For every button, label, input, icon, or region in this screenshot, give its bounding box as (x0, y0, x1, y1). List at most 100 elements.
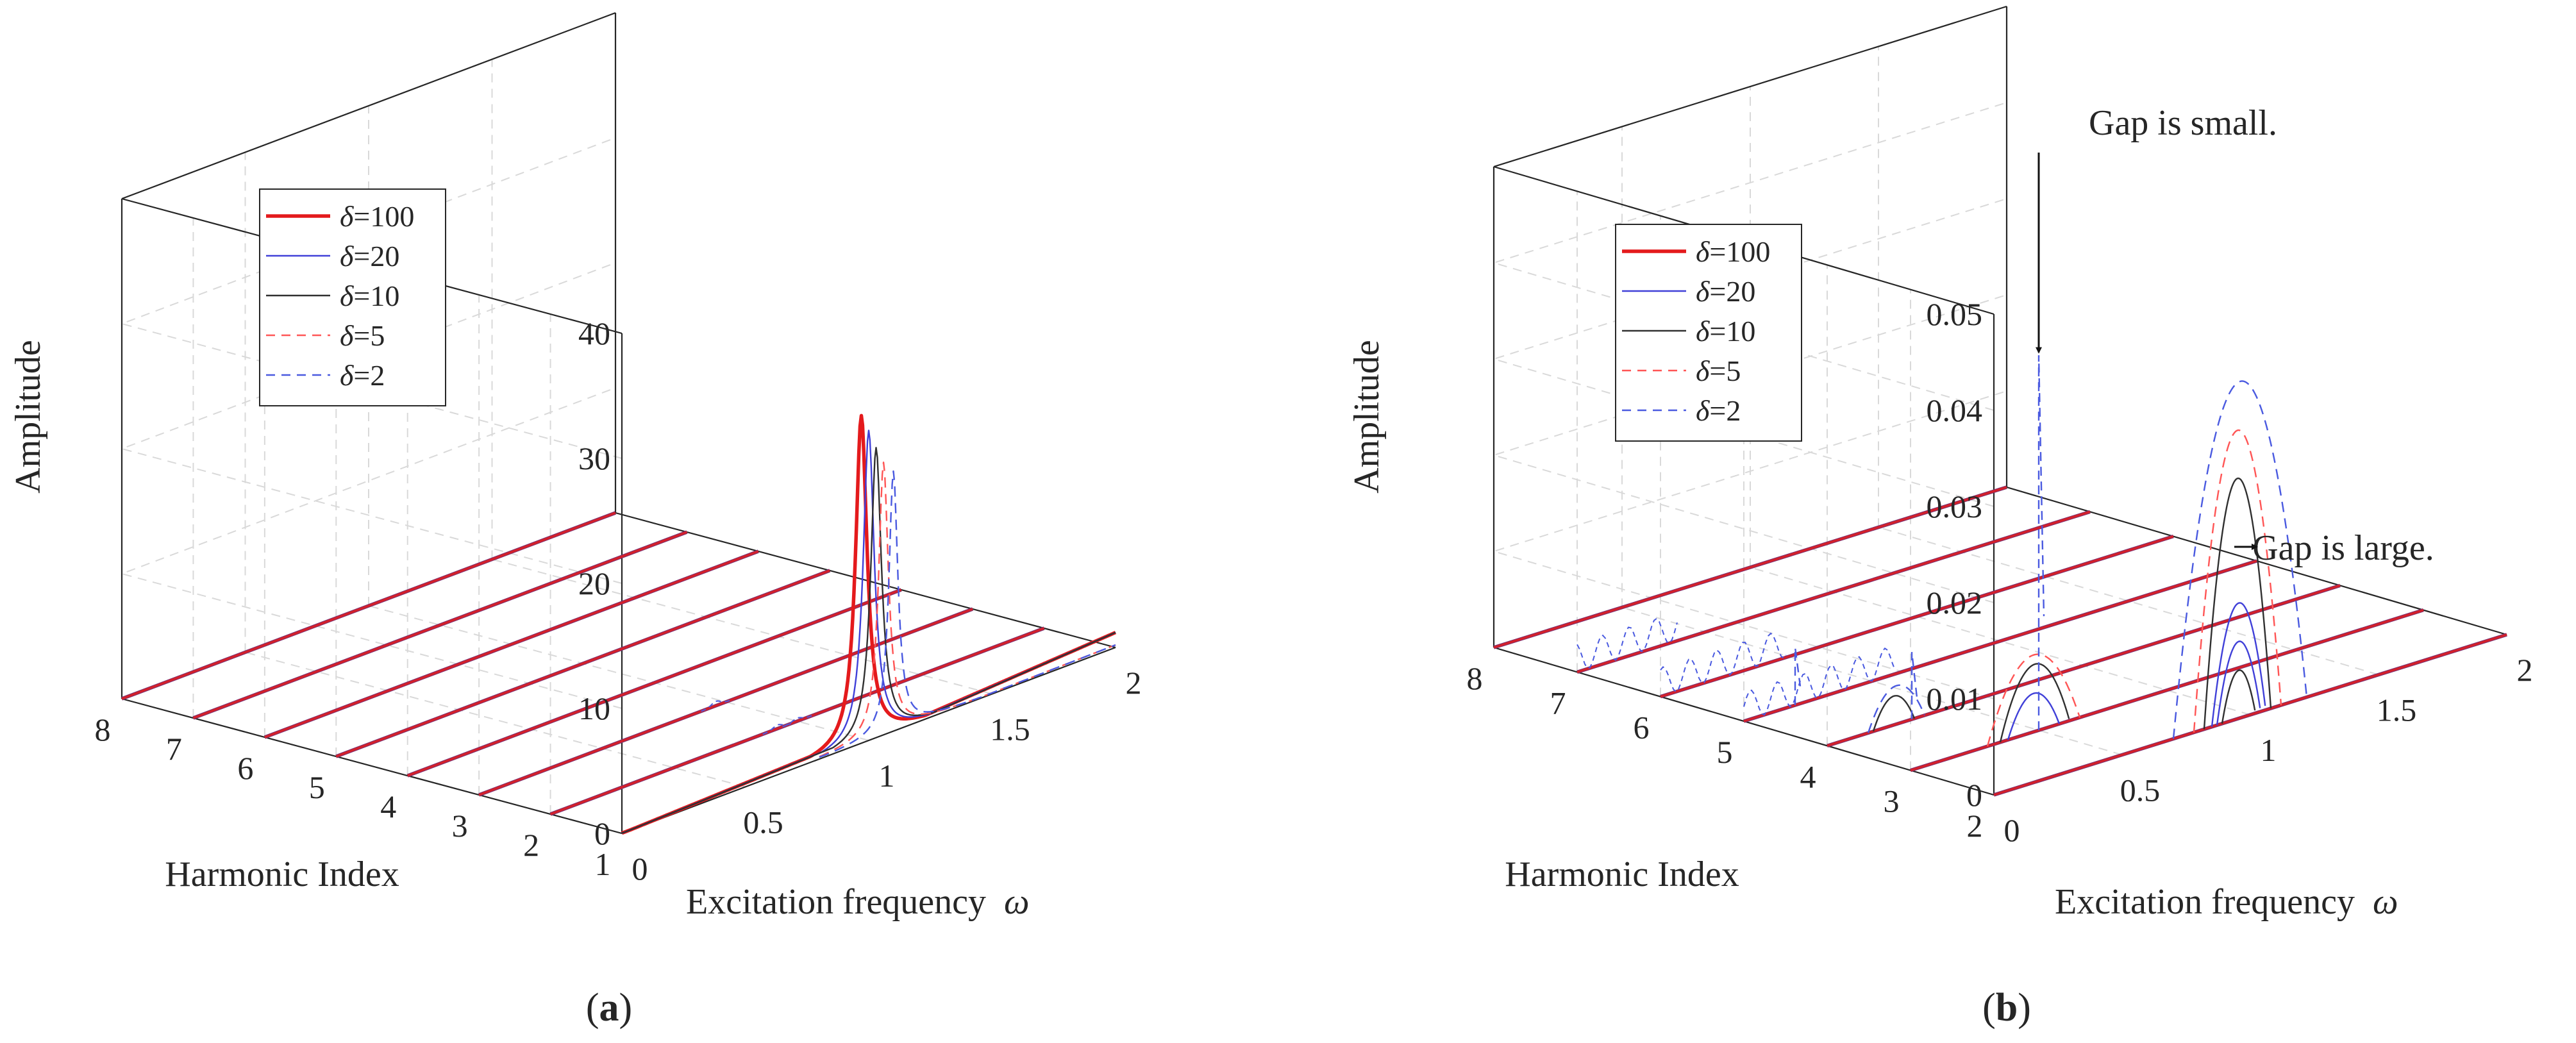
series-b-wiggle-0 (1743, 647, 1896, 716)
legend-label-4: δ=2 (1696, 394, 1741, 427)
y-tick-label: 2 (523, 827, 539, 863)
grid-line-z (119, 262, 623, 584)
grid-line-z (1491, 294, 2007, 603)
grid-line-z (119, 387, 623, 709)
legend-label-2: δ=10 (340, 280, 399, 312)
series-b-arch-7 (2007, 692, 2061, 740)
y-tick-label: 5 (309, 769, 325, 805)
y-tick-label: 7 (1550, 685, 1566, 721)
y-tick-label: 6 (1634, 710, 1650, 746)
baseline-harmonic-6-overlay (1660, 535, 2174, 698)
legend-label-0: δ=100 (340, 200, 414, 233)
series-a-1 (621, 430, 1116, 834)
y-tick-label: 8 (1467, 660, 1483, 696)
panel-a-xlabel-omega: ω (1004, 882, 1030, 922)
baseline-harmonic-5-overlay (335, 569, 830, 758)
y-tick-label: 3 (1884, 783, 1900, 819)
box-edge (621, 646, 1116, 835)
z-tick-label: 30 (578, 440, 610, 476)
y-tick-label: 4 (380, 789, 396, 824)
panel-b-annotations: Gap is small. Gap is large. (2036, 103, 2434, 568)
grid-line-z (1491, 102, 2007, 411)
grid-line-z (1491, 198, 2007, 507)
series-b-arch-3 (2221, 669, 2256, 724)
grid-line-z (119, 512, 623, 834)
series-b-wiggle-1 (1660, 632, 1787, 693)
baseline-harmonic-4-overlay (1827, 584, 2341, 747)
x-tick-label: 1.5 (2377, 692, 2417, 728)
y-tick-label: 6 (237, 750, 253, 786)
panel-a-box (121, 12, 1116, 835)
annotation-gap-large: Gap is large. (2252, 528, 2434, 568)
z-tick-label: 0.05 (1927, 296, 1983, 332)
panel-b-chart: 0 0.01 0.02 0.03 0.04 0.05 2 3 4 5 6 7 8 0 0.5 1 1.5 2 Am… (1347, 5, 2533, 1030)
legend-label-1: δ=20 (340, 240, 399, 272)
box-edge (615, 512, 1116, 649)
series-b-arch-8 (1986, 653, 2081, 747)
y-tick-label: 5 (1717, 734, 1733, 770)
panel-b-tick-labels: 0 0.01 0.02 0.03 0.04 0.05 2 3 4 5 6 7 8 0 0.5 1 1.5 2 (1467, 296, 2533, 848)
baseline-harmonic-5-overlay (1743, 560, 2257, 722)
series-b-arch-10 (1867, 684, 1926, 733)
y-tick-label: 8 (95, 712, 111, 747)
baseline-harmonic-4-overlay (407, 588, 902, 777)
y-tick-label: 7 (166, 731, 182, 767)
x-tick-label: 1 (2261, 732, 2277, 768)
y-tick-label: 2 (1967, 808, 1983, 844)
panel-a-baseline-lines (121, 511, 1045, 816)
z-tick-label: 40 (578, 315, 610, 351)
x-tick-label: 1.5 (990, 712, 1030, 747)
z-tick-label: 0.03 (1927, 488, 1983, 524)
series-b-arch-6 (1999, 663, 2070, 743)
series-a-blip-1 (701, 699, 732, 712)
series-a-blip-2 (782, 715, 813, 728)
z-tick-label: 0.02 (1927, 585, 1983, 621)
panel-a-xlabel-text: Excitation frequency (686, 882, 986, 922)
x-tick-label: 0.5 (743, 805, 783, 840)
panel-a-caption: (a) (586, 986, 632, 1030)
z-tick-label: 0.01 (1927, 681, 1983, 717)
series-b-wiggle-2 (1577, 617, 1678, 669)
panel-b-xlabel-omega: ω (2373, 882, 2398, 922)
series-b-arch-5 (2172, 380, 2308, 739)
panel-a-legend: δ=100 δ=20 δ=10 δ=5 δ=2 (259, 188, 446, 406)
y-tick-label: 3 (452, 808, 468, 844)
baseline-harmonic-2-overlay (549, 627, 1045, 815)
y-tick-label: 1 (595, 846, 611, 882)
panel-b-series-curves (1577, 355, 2308, 747)
y-tick-label: 4 (1800, 758, 1816, 794)
panel-b-ylabel: Harmonic Index (1505, 855, 1739, 894)
baseline-harmonic-8-overlay (121, 512, 616, 700)
panel-b-caption: (b) (1982, 986, 2031, 1030)
grid-line-x-floor (245, 651, 746, 788)
panel-a-xlabel: Excitation frequency ω (686, 882, 1030, 922)
panel-a-ylabel: Harmonic Index (165, 855, 399, 894)
z-tick-label: 10 (578, 690, 610, 726)
baseline-harmonic-8-overlay (1493, 486, 2007, 649)
panel-a-zlabel: Amplitude (8, 340, 48, 494)
x-tick-label: 0 (2004, 812, 2020, 848)
legend-label-3: δ=5 (340, 319, 385, 352)
z-tick-label: 0 (594, 815, 610, 851)
series-b-arch-9 (1872, 695, 1916, 732)
legend-label-3: δ=5 (1696, 355, 1741, 387)
x-tick-label: 0 (632, 851, 648, 887)
panel-b-zlabel: Amplitude (1347, 340, 1387, 494)
box-edge (1493, 5, 2007, 168)
x-tick-label: 2 (2517, 652, 2533, 688)
panel-b-legend: δ=100 δ=20 δ=10 δ=5 δ=2 (1615, 224, 1802, 442)
grid-line-z (119, 137, 623, 459)
grid-line-x-floor (492, 558, 992, 695)
panel-a-grid (119, 12, 1116, 834)
panel-b-xlabel: Excitation frequency ω (2055, 882, 2398, 922)
panel-b-baseline-lines (1493, 485, 2507, 797)
series-b-spike-2 (1794, 647, 1802, 705)
series-b-arch-4 (2193, 429, 2282, 733)
series-b-arch-2 (2216, 640, 2261, 726)
legend-label-0: δ=100 (1696, 235, 1770, 268)
series-b-arch-0 (2203, 477, 2272, 730)
baseline-harmonic-6-overlay (264, 550, 759, 738)
panel-a-series-curves (621, 413, 1117, 835)
baseline-harmonic-7-overlay (192, 531, 688, 719)
legend-label-1: δ=20 (1696, 275, 1755, 308)
